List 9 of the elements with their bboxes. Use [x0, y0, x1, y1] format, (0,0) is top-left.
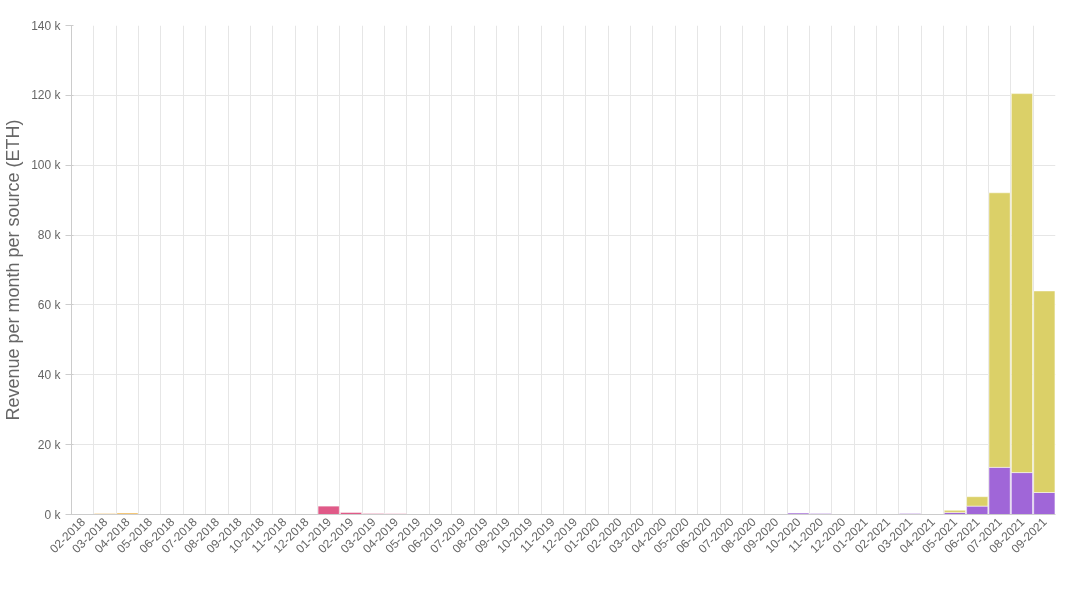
y-axis-title: Revenue per month per source (ETH) [3, 119, 24, 421]
y-tick-label: 20 k [37, 437, 62, 452]
y-tick-label: 80 k [37, 228, 62, 243]
y-tick-label: 40 k [37, 367, 62, 382]
y-tick-label: 100 k [31, 158, 62, 173]
y-tick-label: 0 k [44, 507, 62, 522]
y-tick-label: 120 k [31, 88, 62, 103]
y-tick-label: 60 k [37, 297, 62, 312]
y-tick-label: 140 k [31, 18, 62, 33]
